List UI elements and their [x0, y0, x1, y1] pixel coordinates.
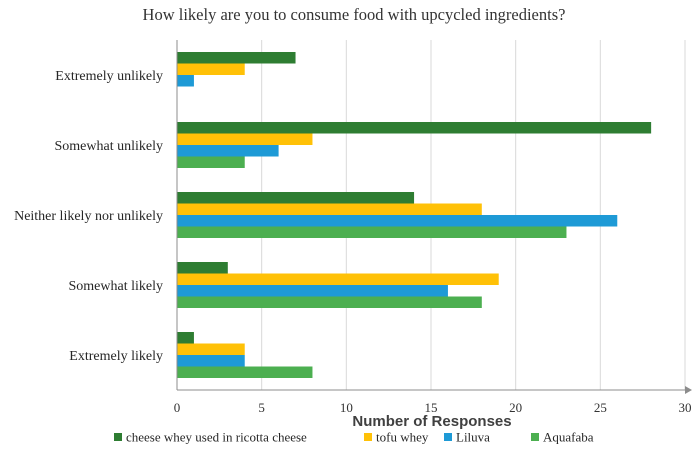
bar: [177, 145, 279, 157]
bar: [177, 332, 194, 344]
legend-swatch: [531, 433, 539, 441]
legend-label: Aquafaba: [543, 430, 594, 445]
legend-label: tofu whey: [376, 430, 429, 445]
bar: [177, 343, 245, 355]
bars: [177, 52, 652, 378]
bar: [177, 133, 313, 145]
bar: [177, 355, 245, 367]
chart-title: How likely are you to consume food with …: [143, 5, 566, 24]
category-label: Somewhat unlikely: [55, 139, 164, 154]
bar: [177, 366, 313, 378]
x-tick-label: 20: [509, 400, 522, 415]
legend-label: Liluva: [456, 430, 490, 445]
bar: [177, 52, 296, 64]
category-label: Extremely unlikely: [55, 69, 163, 84]
legend-label: cheese whey used in ricotta cheese: [126, 430, 307, 445]
x-tick-label: 15: [425, 400, 438, 415]
x-tick-label: 10: [340, 400, 353, 415]
bar: [177, 122, 652, 134]
x-axis-arrow: [685, 386, 692, 394]
bar: [177, 296, 482, 308]
x-tick-label: 30: [679, 400, 692, 415]
x-axis-title: Number of Responses: [352, 413, 511, 430]
bar: [177, 156, 245, 168]
bar: [177, 192, 415, 204]
x-tick-label: 25: [594, 400, 607, 415]
legend-swatch: [114, 433, 122, 441]
category-label: Extremely likely: [69, 349, 163, 364]
x-tick-label: 5: [258, 400, 265, 415]
bar: [177, 285, 448, 297]
x-tick-label: 0: [174, 400, 181, 415]
category-labels: Extremely unlikely Somewhat unlikely Neith…: [14, 69, 163, 364]
bar: [177, 226, 567, 238]
category-label: Neither likely nor unlikely: [14, 209, 163, 224]
category-label: Somewhat likely: [69, 279, 164, 294]
bar: [177, 203, 482, 215]
legend-swatch: [364, 433, 372, 441]
bar: [177, 75, 194, 87]
legend: cheese whey used in ricotta cheese tofu w…: [114, 430, 594, 445]
bar: [177, 273, 499, 285]
bar: [177, 262, 228, 274]
bar: [177, 215, 618, 227]
legend-swatch: [444, 433, 452, 441]
axes: 0 5 10 15 20 25 30: [174, 40, 692, 415]
bar: [177, 63, 245, 75]
